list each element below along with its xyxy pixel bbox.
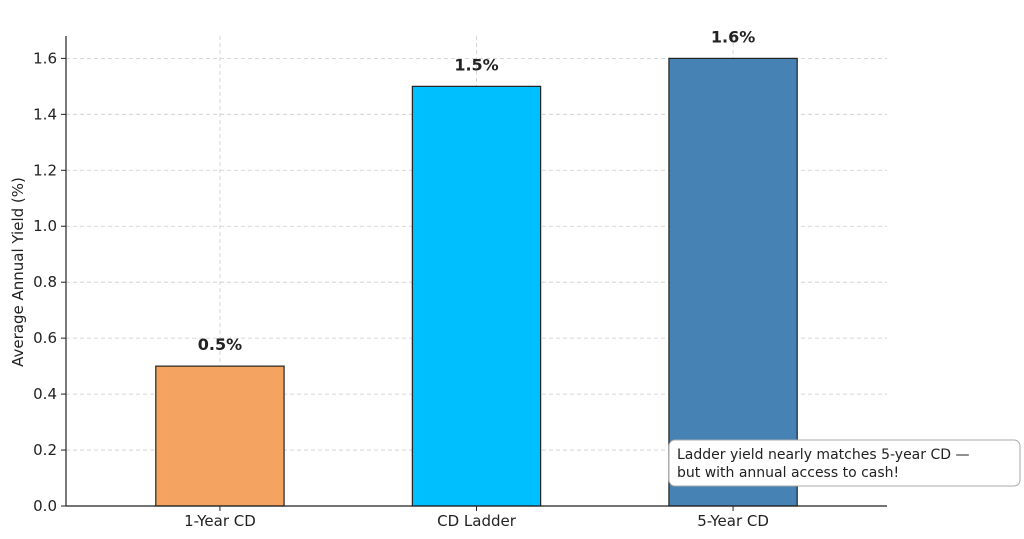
y-tick-label: 1.2: [33, 161, 57, 179]
y-tick-label: 0.2: [33, 441, 57, 459]
annotation-line-1: Ladder yield nearly matches 5-year CD —: [677, 447, 969, 463]
y-tick-label: 0.4: [33, 385, 57, 403]
x-tick-label: 5-Year CD: [697, 512, 769, 530]
annotation-background: [668, 439, 1021, 487]
y-axis-title: Average Annual Yield (%): [9, 177, 27, 367]
y-tick-label: 0.8: [33, 273, 57, 291]
bar-value-label: 1.6%: [711, 27, 755, 46]
bar-value-label: 1.5%: [454, 55, 498, 74]
bar-value-label: 0.5%: [198, 335, 242, 354]
annotation-box: Ladder yield nearly matches 5-year CD — …: [668, 439, 1021, 487]
y-tick-label: 1.0: [33, 217, 57, 235]
data-labels: 0.5% 1.5% 1.6%: [198, 27, 756, 354]
bar-5-year-cd: [668, 57, 798, 507]
bar-cd-ladder: [411, 85, 542, 507]
tick-labels: 0.0 0.2 0.4 0.6 0.8 1.0 1.2 1.4 1.6 1-Year CD CD L…: [33, 49, 769, 530]
x-tick-label: CD Ladder: [437, 512, 517, 530]
bar-1-year-cd: [155, 365, 285, 507]
y-tick-label: 1.6: [33, 49, 57, 67]
annotation-line-2: but with annual access to cash!: [677, 465, 899, 481]
y-tick-label: 0.0: [33, 497, 57, 515]
y-tick-label: 1.4: [33, 105, 57, 123]
x-tick-label: 1-Year CD: [184, 512, 256, 530]
y-tick-label: 0.6: [33, 329, 57, 347]
bars: [155, 57, 798, 507]
